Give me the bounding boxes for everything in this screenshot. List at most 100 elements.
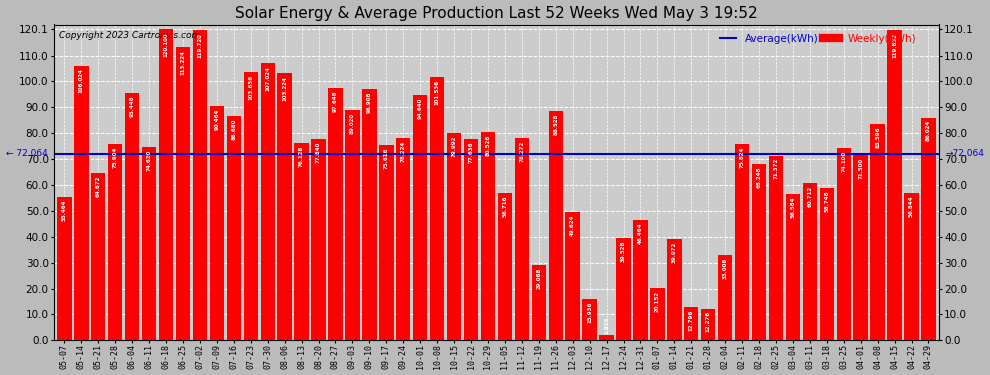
Bar xyxy=(650,288,664,340)
Text: 77.840: 77.840 xyxy=(316,141,321,163)
Text: 76.128: 76.128 xyxy=(299,146,304,167)
Bar xyxy=(294,143,309,340)
Bar xyxy=(481,132,495,340)
Text: →72.064: →72.064 xyxy=(945,149,984,158)
Text: 56.584: 56.584 xyxy=(790,196,795,218)
Bar xyxy=(853,155,868,340)
Bar xyxy=(599,335,614,340)
Bar xyxy=(210,106,224,340)
Bar xyxy=(904,193,919,340)
Bar xyxy=(329,87,343,340)
Text: 94.640: 94.640 xyxy=(418,98,423,119)
Bar xyxy=(870,124,885,340)
Bar xyxy=(498,194,512,340)
Bar xyxy=(125,93,140,340)
Text: 56.844: 56.844 xyxy=(909,196,914,217)
Bar xyxy=(430,78,445,340)
Text: 12.276: 12.276 xyxy=(706,311,711,332)
Text: 29.088: 29.088 xyxy=(537,268,542,289)
Text: 77.636: 77.636 xyxy=(468,142,473,164)
Text: 80.528: 80.528 xyxy=(485,134,490,156)
Bar xyxy=(769,156,783,340)
Bar xyxy=(751,164,766,340)
Bar xyxy=(837,148,851,340)
Text: 89.020: 89.020 xyxy=(349,112,355,134)
Text: 46.464: 46.464 xyxy=(638,223,643,244)
Bar xyxy=(396,138,411,340)
Text: 79.992: 79.992 xyxy=(451,136,456,157)
Text: ← 72.064: ← 72.064 xyxy=(6,149,48,158)
Text: 74.100: 74.100 xyxy=(842,151,846,172)
Bar xyxy=(582,299,597,340)
Text: 86.680: 86.680 xyxy=(232,118,237,140)
Bar xyxy=(74,66,88,340)
Text: 78.272: 78.272 xyxy=(520,140,525,162)
Bar xyxy=(379,144,393,340)
Text: 68.248: 68.248 xyxy=(756,166,761,188)
Text: 74.620: 74.620 xyxy=(147,150,151,171)
Bar xyxy=(887,30,902,340)
Bar xyxy=(158,29,173,340)
Text: 88.528: 88.528 xyxy=(553,114,558,135)
Bar xyxy=(667,239,681,340)
Bar xyxy=(227,116,241,340)
Bar xyxy=(260,63,275,340)
Bar xyxy=(57,197,71,340)
Bar xyxy=(91,173,106,340)
Text: 71.372: 71.372 xyxy=(773,158,778,179)
Text: Copyright 2023 Cartronics.com: Copyright 2023 Cartronics.com xyxy=(58,31,200,40)
Bar xyxy=(108,144,123,340)
Text: 58.748: 58.748 xyxy=(825,191,830,212)
Bar xyxy=(786,194,800,340)
Text: 75.824: 75.824 xyxy=(740,147,744,168)
Text: 20.152: 20.152 xyxy=(655,291,660,312)
Text: 95.448: 95.448 xyxy=(130,96,135,117)
Text: 83.596: 83.596 xyxy=(875,126,880,148)
Bar xyxy=(701,309,716,340)
Text: 96.908: 96.908 xyxy=(367,92,372,113)
Bar xyxy=(548,111,563,340)
Bar xyxy=(718,255,733,340)
Text: 71.500: 71.500 xyxy=(858,158,863,179)
Text: 39.072: 39.072 xyxy=(672,242,677,263)
Bar xyxy=(735,144,749,340)
Text: 15.936: 15.936 xyxy=(587,302,592,323)
Text: 55.464: 55.464 xyxy=(62,199,67,221)
Bar xyxy=(515,138,529,340)
Bar xyxy=(634,220,647,340)
Bar xyxy=(176,47,190,340)
Text: 33.008: 33.008 xyxy=(723,257,728,279)
Bar xyxy=(346,110,359,340)
Text: 97.648: 97.648 xyxy=(333,90,338,112)
Bar xyxy=(311,139,326,340)
Bar xyxy=(922,118,936,340)
Text: 119.832: 119.832 xyxy=(892,33,897,58)
Text: 56.716: 56.716 xyxy=(502,196,508,217)
Bar xyxy=(277,73,292,340)
Text: 49.624: 49.624 xyxy=(570,214,575,236)
Text: 113.224: 113.224 xyxy=(180,50,185,75)
Text: 103.656: 103.656 xyxy=(248,75,253,100)
Bar xyxy=(446,133,461,340)
Bar xyxy=(142,147,156,340)
Text: 75.616: 75.616 xyxy=(384,147,389,168)
Text: 12.796: 12.796 xyxy=(689,310,694,331)
Text: 119.720: 119.720 xyxy=(197,33,202,58)
Bar xyxy=(193,30,207,340)
Legend: Average(kWh), Weekly(kWh): Average(kWh), Weekly(kWh) xyxy=(717,30,920,48)
Text: 90.464: 90.464 xyxy=(215,109,220,130)
Text: 1.928: 1.928 xyxy=(604,316,609,334)
Text: 86.024: 86.024 xyxy=(926,120,931,141)
Bar xyxy=(803,183,817,340)
Title: Solar Energy & Average Production Last 52 Weeks Wed May 3 19:52: Solar Energy & Average Production Last 5… xyxy=(236,6,757,21)
Bar xyxy=(617,238,631,340)
Bar xyxy=(464,140,478,340)
Bar xyxy=(244,72,258,340)
Text: 120.100: 120.100 xyxy=(163,32,168,57)
Text: 103.224: 103.224 xyxy=(282,76,287,100)
Text: 60.712: 60.712 xyxy=(808,186,813,207)
Bar xyxy=(684,307,699,340)
Text: 101.536: 101.536 xyxy=(435,80,440,105)
Text: 106.024: 106.024 xyxy=(79,69,84,93)
Text: 78.224: 78.224 xyxy=(401,140,406,162)
